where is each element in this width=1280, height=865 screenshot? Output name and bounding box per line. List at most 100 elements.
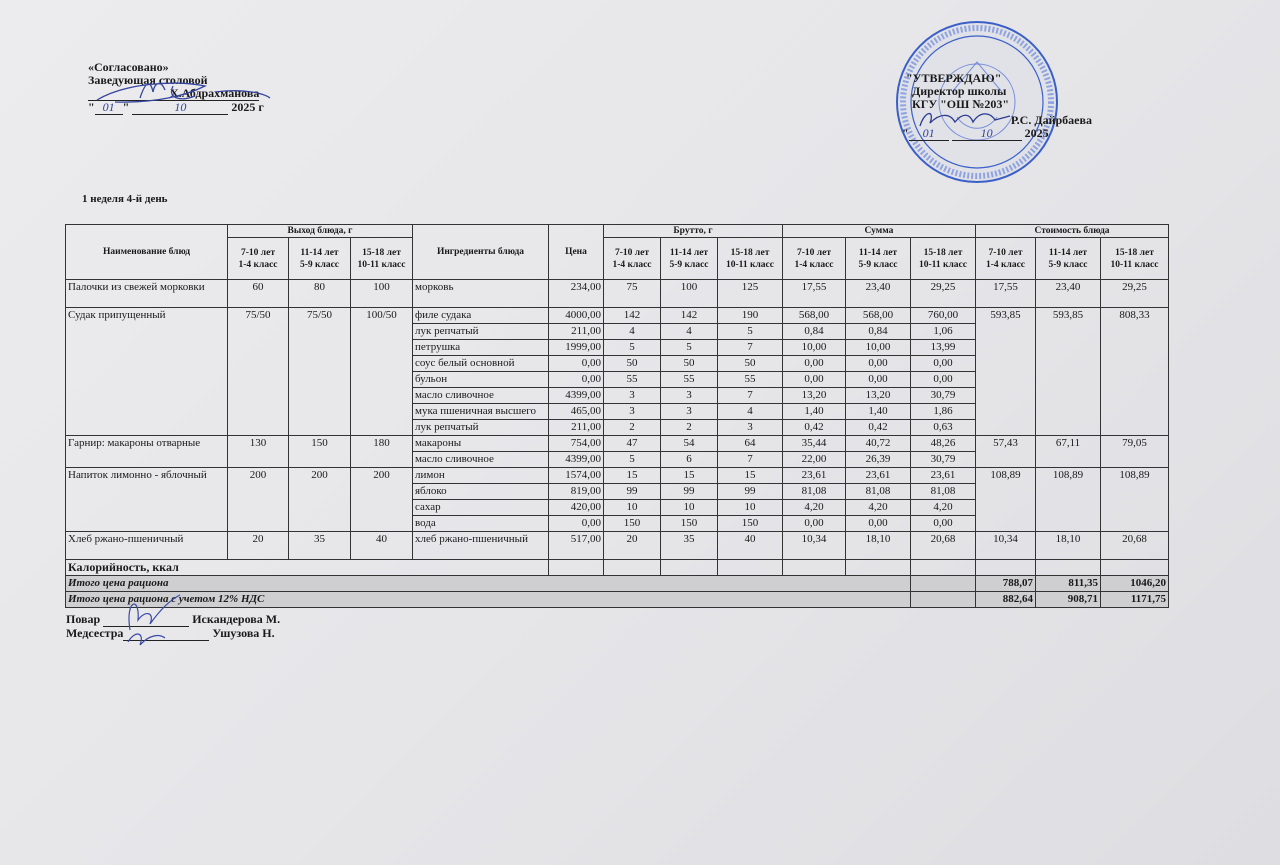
ingredient-brutto: 7 xyxy=(717,339,783,356)
ingredient-sum: 40,72 xyxy=(845,435,911,452)
calories-cell xyxy=(845,559,911,576)
calories-cell xyxy=(717,559,783,576)
ingredient-brutto: 50 xyxy=(717,355,783,372)
ingredient-brutto: 99 xyxy=(660,483,718,500)
table-row: масло сливочное 4399,00 5 6 7 22,00 26,39 30,79 xyxy=(66,451,1169,468)
dish-yield: 100/50 xyxy=(350,307,413,436)
ingredient-sum: 4,20 xyxy=(782,499,846,516)
header-yield: Выход блюда, г xyxy=(227,224,413,238)
dish-yield: 75/50 xyxy=(227,307,289,436)
ingredient-brutto: 10 xyxy=(603,499,661,516)
ingredient-name: яблоко xyxy=(412,483,549,500)
header-age-group: 15-18 лет 10-11 класс xyxy=(910,237,976,280)
ingredient-sum: 81,08 xyxy=(782,483,846,500)
canteen-head-signature xyxy=(96,82,271,103)
ingredient-brutto: 35 xyxy=(660,531,718,560)
ingredient-sum: 10,34 xyxy=(782,531,846,560)
cook-name: Искандерова М. xyxy=(192,612,281,626)
ingredient-sum: 10,00 xyxy=(845,339,911,356)
date-year: 2025 xyxy=(1024,126,1049,140)
ingredient-sum: 10,00 xyxy=(782,339,846,356)
ingredient-sum: 30,79 xyxy=(910,451,976,468)
dish-yield: 200 xyxy=(227,467,289,532)
ingredient-sum: 0,00 xyxy=(910,371,976,388)
dish-cost: 67,11 xyxy=(1035,435,1101,468)
date-year: 2025 г xyxy=(231,100,264,114)
calories-cell xyxy=(782,559,846,576)
dish-yield: 130 xyxy=(227,435,289,468)
header-age-group: 11-14 лет 5-9 класс xyxy=(845,237,911,280)
class-label: 5-9 класс xyxy=(858,259,898,270)
ingredient-sum: 23,61 xyxy=(910,467,976,484)
ingredient-price: 4399,00 xyxy=(548,451,604,468)
ingredient-price: 4399,00 xyxy=(548,387,604,404)
date-month: 10 xyxy=(951,127,1022,141)
header-age-group: 15-18 лет 10-11 класс xyxy=(1100,237,1169,280)
ingredient-sum: 568,00 xyxy=(845,307,911,324)
calories-cell xyxy=(548,559,604,576)
ingredient-brutto: 75 xyxy=(603,279,661,308)
ingredient-brutto: 50 xyxy=(660,355,718,372)
ingredient-price: 4000,00 xyxy=(548,307,604,324)
header-age-group: 11-14 лет 5-9 класс xyxy=(288,237,351,280)
dish-yield: 40 xyxy=(350,531,413,560)
ingredient-brutto: 6 xyxy=(660,451,718,468)
table-row: Палочки из свежей морковки 60 80 100 морковь… xyxy=(65,279,1169,308)
ingredient-brutto: 10 xyxy=(660,499,718,516)
table-row: соус белый основной 0,00 50 50 50 0,00 0,00 0,0… xyxy=(66,355,1169,372)
approve-block: "УТВЕРЖДАЮ" Директор школы КГУ "ОШ №203"… xyxy=(902,71,1092,141)
dish-yield: 60 xyxy=(227,279,289,308)
ingredient-name: бульон xyxy=(412,371,549,388)
dish-cost: 10,34 xyxy=(975,531,1036,560)
age-label: 7-10 лет xyxy=(240,247,275,258)
ingredient-brutto: 4 xyxy=(717,403,783,420)
ingredient-price: 465,00 xyxy=(548,403,604,420)
table-row: Хлеб ржано-пшеничный 20 35 40 хлеб ржано-пше… xyxy=(65,531,1169,560)
header-price: Цена xyxy=(548,224,604,280)
dish-cost: 23,40 xyxy=(1035,279,1101,308)
ingredient-sum: 4,20 xyxy=(910,499,976,516)
ingredient-sum: 1,40 xyxy=(782,403,846,420)
ingredient-price: 420,00 xyxy=(548,499,604,516)
canteen-head-name: Х.Абдрахманова xyxy=(170,86,260,101)
ingredient-brutto: 99 xyxy=(717,483,783,500)
dish-name: Палочки из свежей морковки xyxy=(65,279,228,308)
total-row-value: 788,07 xyxy=(975,575,1036,592)
header-sum: Сумма xyxy=(782,224,976,238)
signatures-footer: Повар Искандерова М. Медсестра Ушузова Н… xyxy=(66,613,280,641)
dish-cost: 593,85 xyxy=(975,307,1036,436)
ingredient-sum: 23,61 xyxy=(845,467,911,484)
calories-cell xyxy=(660,559,718,576)
ingredient-name: лук репчатый xyxy=(412,419,549,436)
total-vat-row-value: 1171,75 xyxy=(1100,591,1169,608)
ingredient-name: хлеб ржано-пшеничный xyxy=(412,531,549,560)
ingredient-name: вода xyxy=(412,515,549,532)
class-label: 5-9 класс xyxy=(299,259,340,270)
ingredient-price: 754,00 xyxy=(548,435,604,452)
ingredient-brutto: 150 xyxy=(603,515,661,532)
header-row: Наименование блюд Выход блюда, г Ингредиен… xyxy=(65,224,1169,280)
ingredient-price: 1999,00 xyxy=(548,339,604,356)
ingredient-brutto: 20 xyxy=(603,531,661,560)
school-org: КГУ "ОШ №203" xyxy=(912,97,1010,111)
age-label: 15-18 лет xyxy=(362,247,401,258)
ingredient-sum: 48,26 xyxy=(910,435,976,452)
ingredient-brutto: 7 xyxy=(717,387,783,404)
ingredient-brutto: 3 xyxy=(717,419,783,436)
ingredient-sum: 0,00 xyxy=(782,371,846,388)
dish-yield: 200 xyxy=(350,467,413,532)
total-vat-row-value: 882,64 xyxy=(975,591,1036,608)
age-label: 15-18 лет xyxy=(923,247,963,258)
ingredient-name: лимон xyxy=(412,467,549,484)
ingredient-name: лук репчатый xyxy=(412,323,549,340)
ingredient-sum: 4,20 xyxy=(845,499,911,516)
class-label: 10-11 класс xyxy=(918,259,967,270)
age-label: 7-10 лет xyxy=(988,247,1023,258)
nurse-role: Медсестра xyxy=(66,626,124,640)
ingredient-sum: 13,99 xyxy=(910,339,976,356)
total-row-label: Итого цена рациона xyxy=(65,575,911,592)
ingredient-sum: 0,42 xyxy=(845,419,911,436)
ingredient-sum: 0,00 xyxy=(845,515,911,532)
header-age-group: 7-10 лет 1-4 класс xyxy=(975,237,1036,280)
total-vat-row-label: Итого цена рациона с учетом 12% НДС xyxy=(65,591,911,608)
